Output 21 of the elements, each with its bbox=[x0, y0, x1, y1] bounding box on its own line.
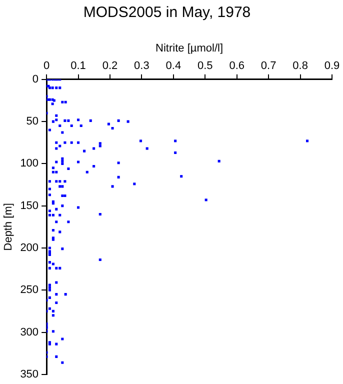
x-tick-label: 0.2 bbox=[102, 60, 118, 72]
y-tick-label: 250 bbox=[20, 284, 39, 296]
x-tick-label: 0.4 bbox=[166, 60, 182, 72]
x-tick-label: 0.5 bbox=[197, 60, 213, 72]
y-tick-label: 100 bbox=[20, 158, 39, 170]
y-tick-label: 300 bbox=[20, 326, 39, 338]
y-tick-label: 350 bbox=[20, 368, 39, 380]
y-tick-label: 50 bbox=[26, 116, 39, 128]
y-tick-label: 200 bbox=[20, 242, 39, 254]
x-axis-title: Nitrite [µmol/l] bbox=[156, 42, 224, 55]
y-tick-label: 0 bbox=[32, 73, 39, 86]
y-tick-label: 150 bbox=[20, 200, 39, 212]
x-tick-label: 0 bbox=[43, 60, 50, 72]
x-tick-label: 0.7 bbox=[260, 60, 276, 72]
x-tick-label: 0.1 bbox=[70, 60, 86, 72]
x-tick-label: 0.3 bbox=[134, 60, 150, 72]
x-tick-label: 0.9 bbox=[324, 60, 340, 72]
chart-title: MODS2005 in May, 1978 bbox=[83, 4, 251, 22]
x-tick-label: 0.8 bbox=[292, 60, 308, 72]
x-tick-label: 0.6 bbox=[229, 60, 244, 72]
y-axis-title: Depth [m] bbox=[2, 203, 15, 251]
